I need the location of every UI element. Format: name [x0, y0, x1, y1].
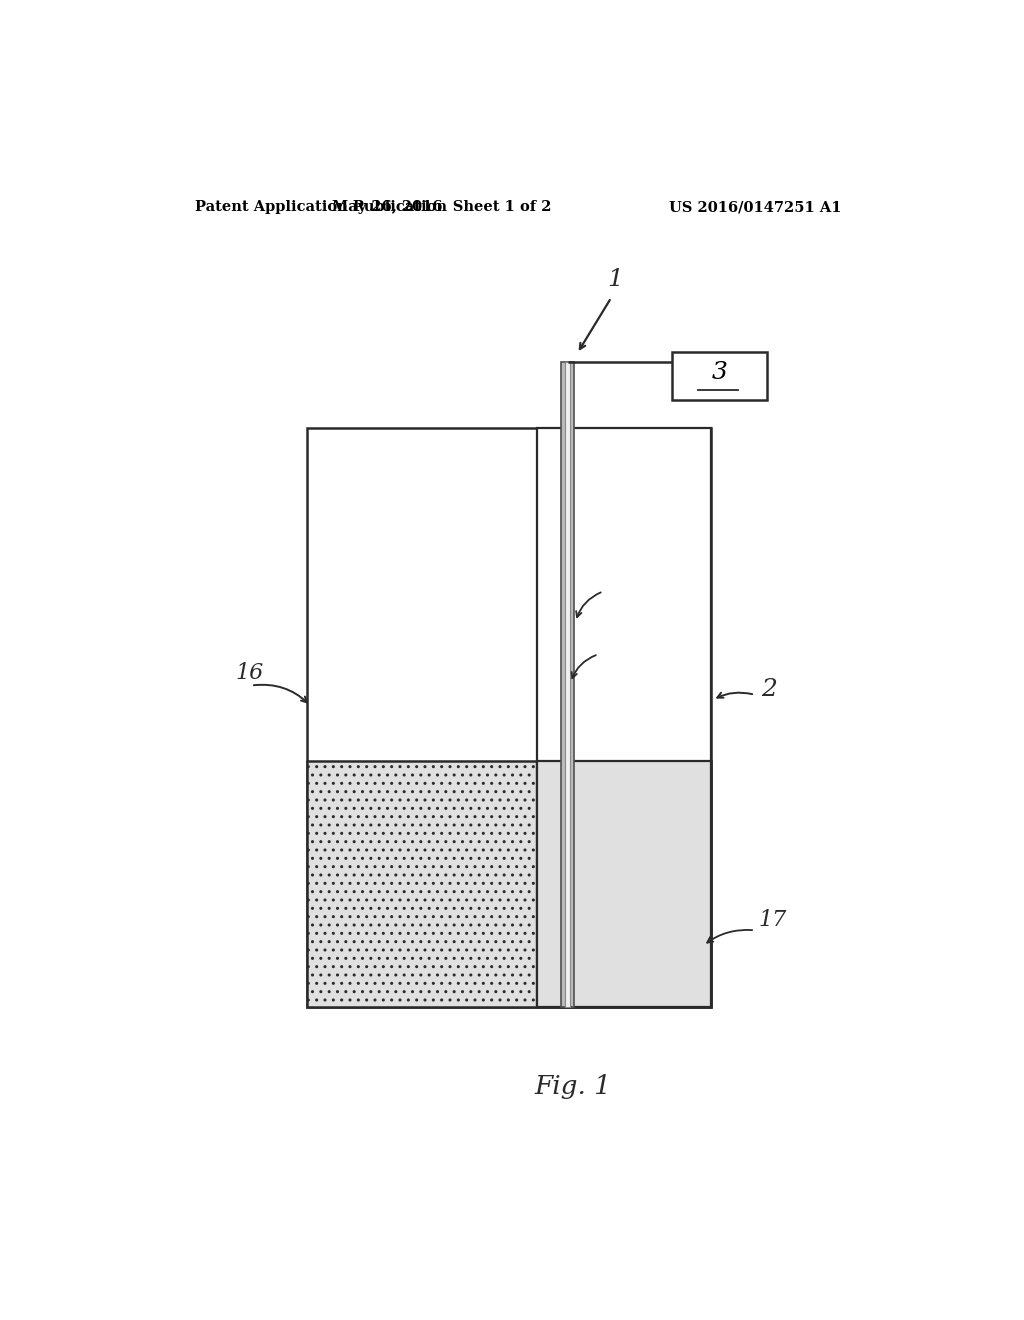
Text: 3: 3	[712, 360, 727, 384]
Text: 17: 17	[759, 909, 787, 931]
Text: 1: 1	[607, 268, 624, 290]
Bar	[561, 362, 574, 1007]
Text: US 2016/0147251 A1: US 2016/0147251 A1	[669, 201, 841, 214]
Bar	[538, 760, 712, 1007]
Bar	[538, 760, 712, 1007]
Text: 14: 14	[602, 635, 629, 653]
Bar	[538, 428, 712, 1007]
Bar	[565, 362, 569, 1007]
Text: 15: 15	[607, 572, 634, 590]
Bar	[306, 760, 712, 1007]
Text: 16: 16	[236, 663, 263, 684]
Bar	[672, 351, 767, 400]
Text: 2: 2	[761, 678, 777, 701]
Bar	[306, 428, 712, 1007]
Text: Fig. 1: Fig. 1	[534, 1074, 611, 1098]
Text: Patent Application Publication: Patent Application Publication	[196, 201, 447, 214]
Text: May 26, 2016  Sheet 1 of 2: May 26, 2016 Sheet 1 of 2	[332, 201, 551, 214]
Text: $\overline{Fig}$.1: $\overline{Fig}$.1	[569, 1084, 575, 1089]
